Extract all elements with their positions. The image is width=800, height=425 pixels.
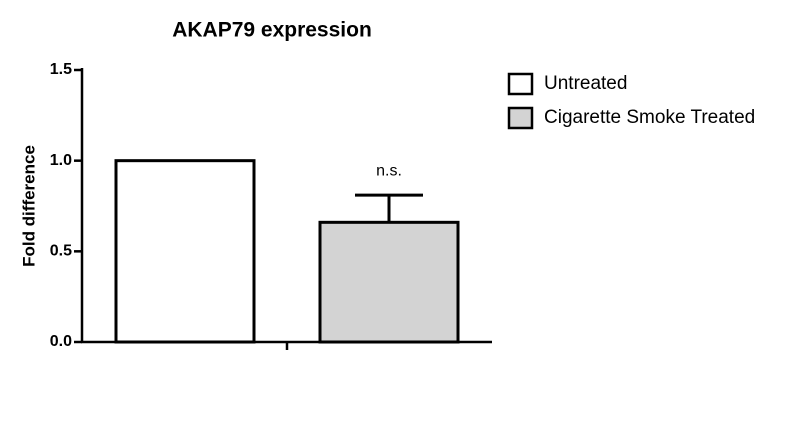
y-axis-label: Fold difference [19, 145, 38, 267]
legend-label: Untreated [544, 73, 627, 94]
bar [318, 220, 460, 344]
bar [114, 159, 256, 344]
legend-swatch [507, 72, 534, 96]
y-tick-label: 1.5 [50, 61, 72, 78]
y-tick-label: 1.0 [50, 152, 72, 169]
y-tick-label: 0.0 [50, 333, 72, 350]
y-tick-label: 0.5 [50, 243, 72, 260]
chart-title: AKAP79 expression [172, 19, 372, 42]
annotation: n.s. [376, 162, 402, 179]
legend-label: Cigarette Smoke Treated [544, 107, 755, 128]
legend-swatch [507, 106, 534, 130]
